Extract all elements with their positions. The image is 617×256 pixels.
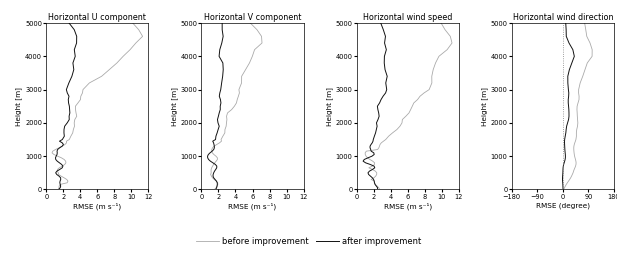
Title: Horizontal U component: Horizontal U component [48, 13, 146, 22]
Y-axis label: Height [m]: Height [m] [171, 87, 178, 126]
Title: Horizontal wind direction: Horizontal wind direction [513, 13, 613, 22]
X-axis label: RMSE (degree): RMSE (degree) [536, 202, 590, 209]
X-axis label: RMSE (m s⁻¹): RMSE (m s⁻¹) [384, 202, 432, 210]
Y-axis label: Height [m]: Height [m] [15, 87, 22, 126]
X-axis label: RMSE (m s⁻¹): RMSE (m s⁻¹) [228, 202, 276, 210]
Y-axis label: Height [m]: Height [m] [326, 87, 333, 126]
Legend: before improvement, after improvement: before improvement, after improvement [193, 234, 424, 249]
X-axis label: RMSE (m s⁻¹): RMSE (m s⁻¹) [73, 202, 122, 210]
Title: Horizontal wind speed: Horizontal wind speed [363, 13, 452, 22]
Y-axis label: Height [m]: Height [m] [481, 87, 488, 126]
Title: Horizontal V component: Horizontal V component [204, 13, 301, 22]
